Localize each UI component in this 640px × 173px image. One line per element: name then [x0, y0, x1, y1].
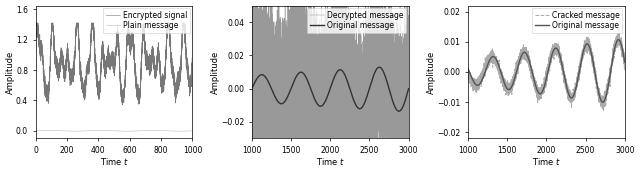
- Cracked message: [524, 58, 532, 60]
- Y-axis label: Amplitude: Amplitude: [211, 50, 220, 94]
- Legend: Encrypted signal, Plain message: Encrypted signal, Plain message: [103, 8, 190, 33]
- X-axis label: Time $t$: Time $t$: [100, 156, 129, 167]
- Y-axis label: Amplitude: Amplitude: [6, 50, 15, 94]
- Original message: [599, 101, 607, 103]
- Line: Original message: Original message: [252, 67, 408, 111]
- Line: Decrypted message: Decrypted message: [252, 0, 408, 173]
- Encrypted signal: [89, 22, 97, 24]
- Original message: [322, 99, 330, 101]
- Plain message: [88, 130, 96, 132]
- Legend: Cracked message, Original message: Cracked message, Original message: [532, 8, 623, 33]
- Cracked message: [615, 28, 623, 30]
- Plain message: [32, 130, 40, 132]
- Cracked message: [566, 97, 573, 99]
- Original message: [464, 67, 472, 69]
- Decrypted message: [395, 134, 403, 136]
- Cracked message: [621, 64, 628, 66]
- Plain message: [157, 130, 164, 132]
- Cracked message: [600, 110, 607, 112]
- Decrypted message: [349, 102, 356, 104]
- Decrypted message: [404, 81, 412, 84]
- Cracked message: [558, 69, 566, 71]
- Original message: [343, 78, 351, 80]
- Cracked message: [593, 83, 601, 85]
- Plain message: [40, 129, 47, 131]
- Decrypted message: [248, 89, 255, 91]
- Encrypted signal: [157, 78, 164, 80]
- Plain message: [148, 129, 156, 131]
- Cracked message: [581, 48, 589, 50]
- Decrypted message: [360, 60, 368, 62]
- Original message: [566, 96, 573, 98]
- Original message: [493, 59, 500, 61]
- Original message: [287, 88, 295, 90]
- Original message: [248, 88, 255, 90]
- Original message: [593, 82, 601, 84]
- Plain message: [97, 129, 105, 131]
- Cracked message: [493, 59, 500, 61]
- Encrypted signal: [40, 71, 47, 73]
- Original message: [614, 39, 622, 41]
- Decrypted message: [343, 110, 351, 112]
- Cracked message: [464, 67, 472, 69]
- Original message: [395, 110, 403, 112]
- Original message: [558, 63, 566, 66]
- Plain message: [125, 130, 132, 132]
- Plain message: [124, 130, 131, 132]
- Original message: [349, 96, 356, 98]
- Encrypted signal: [33, 22, 40, 24]
- Encrypted signal: [125, 29, 132, 31]
- Encrypted signal: [148, 54, 156, 57]
- Encrypted signal: [32, 35, 40, 38]
- Original message: [376, 66, 383, 68]
- Decrypted message: [287, 61, 295, 63]
- Original message: [524, 56, 532, 58]
- Plain message: [189, 130, 196, 132]
- X-axis label: Time $t$: Time $t$: [316, 156, 345, 167]
- Encrypted signal: [118, 103, 126, 105]
- Encrypted signal: [131, 70, 139, 72]
- Original message: [581, 45, 589, 48]
- Line: Encrypted signal: Encrypted signal: [36, 23, 193, 104]
- Line: Original message: Original message: [468, 40, 625, 102]
- Decrypted message: [322, 82, 330, 84]
- Original message: [621, 61, 628, 63]
- Legend: Decrypted message, Original message: Decrypted message, Original message: [307, 8, 406, 33]
- Original message: [360, 103, 368, 105]
- Encrypted signal: [189, 51, 196, 53]
- Original message: [404, 88, 412, 90]
- Line: Cracked message: Cracked message: [468, 29, 625, 111]
- X-axis label: Time $t$: Time $t$: [532, 156, 561, 167]
- Original message: [395, 110, 403, 112]
- Plain message: [131, 130, 139, 132]
- Y-axis label: Amplitude: Amplitude: [427, 50, 436, 94]
- Line: Plain message: Plain message: [36, 130, 193, 131]
